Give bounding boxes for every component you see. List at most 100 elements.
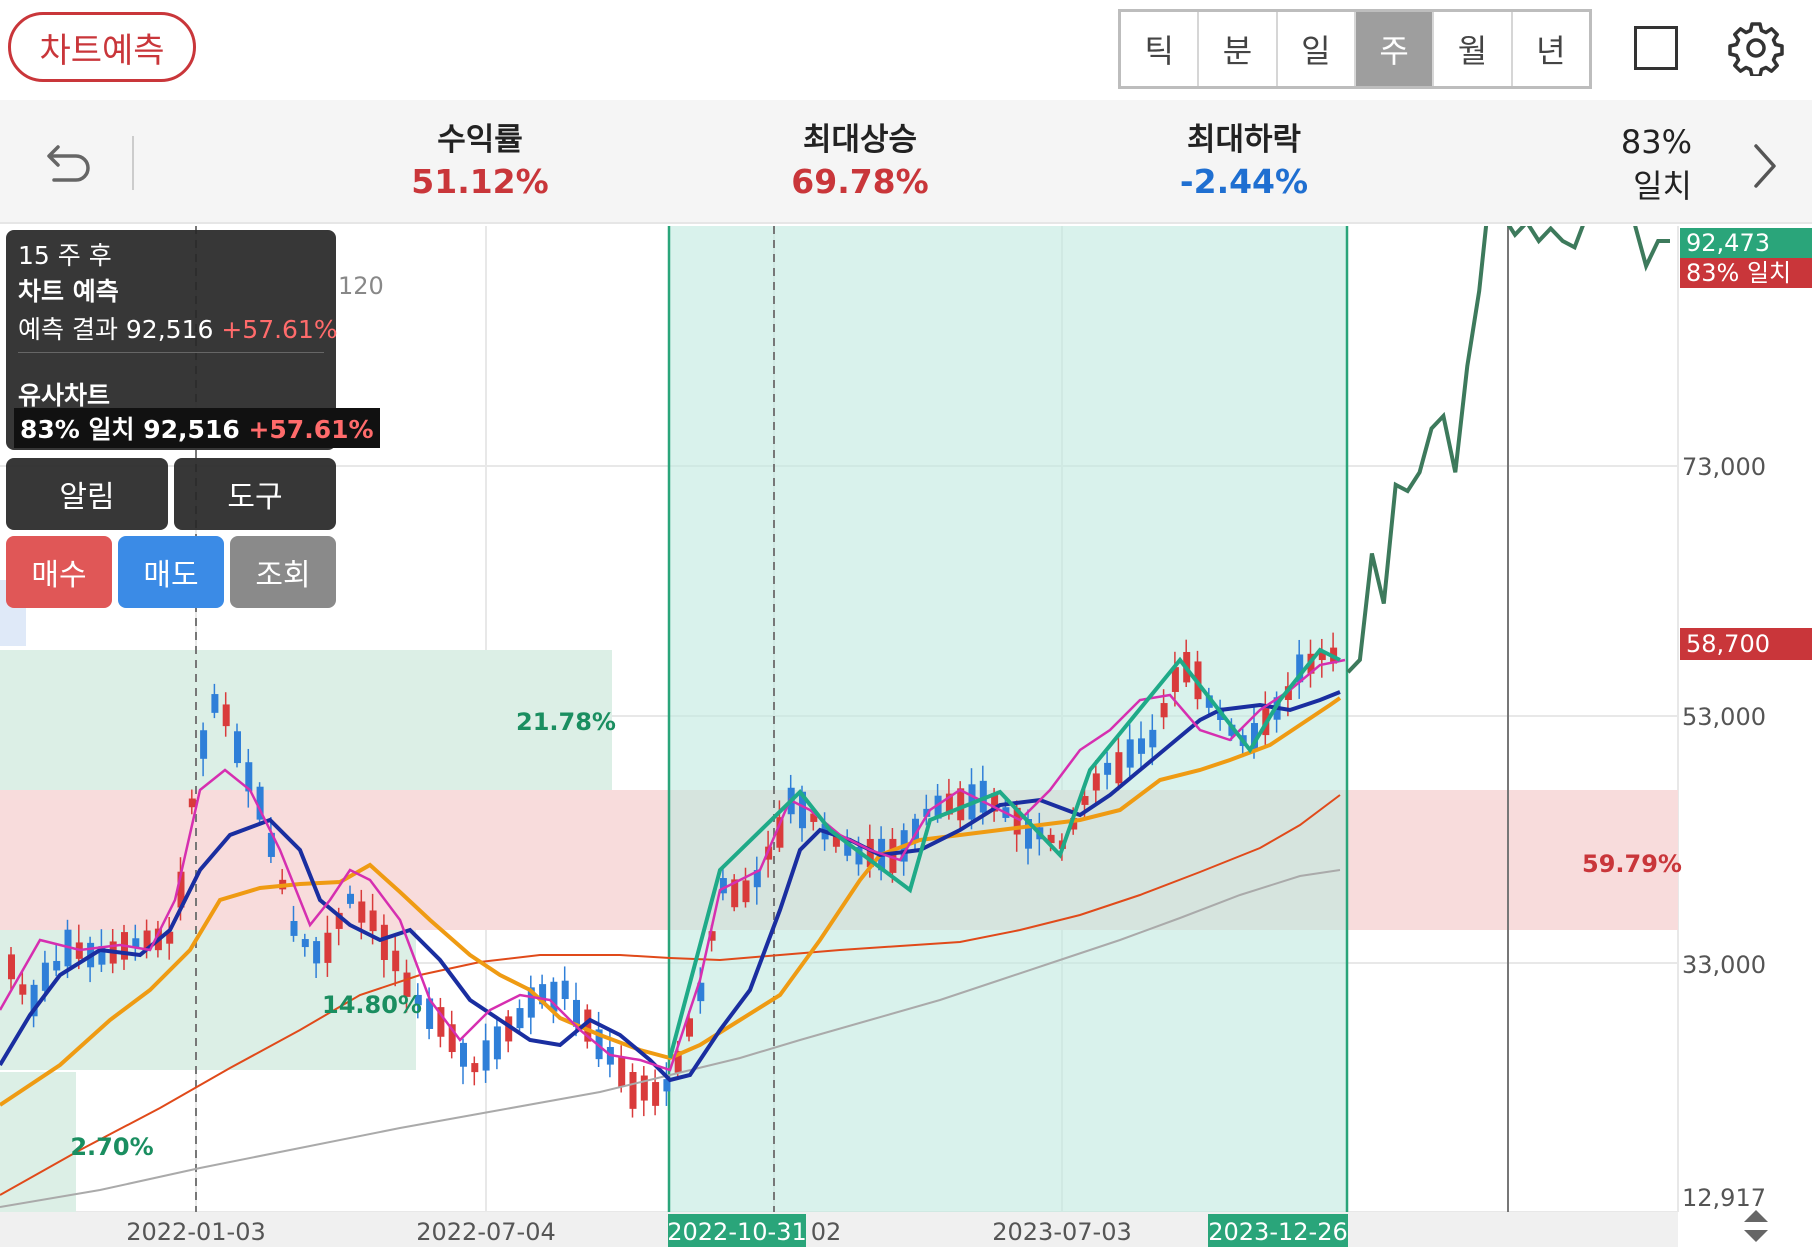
stats-bar [0,100,1812,224]
candle-body-71 [810,813,818,822]
scale-handle-icon[interactable] [1744,1210,1768,1242]
candle-body-45 [516,1008,524,1029]
candle-body-29 [335,912,343,929]
candle-body-54 [618,1057,626,1087]
alert-button[interactable]: 알림 [6,458,168,530]
candle-body-64 [731,879,739,908]
undo-icon[interactable] [38,138,94,194]
candle-body-113 [1284,686,1292,700]
candle-body-18 [211,694,219,713]
candle-body-65 [742,880,750,903]
chevron-right-icon[interactable] [1748,138,1782,194]
candle-body-20 [234,731,241,764]
y-tick-33000: 33,000 [1682,951,1766,979]
ma-20-line [0,696,1342,1107]
ma-legend: 120 [338,272,384,300]
match-summary: 83% 일치 [1600,120,1692,208]
candle-body-68 [776,817,784,848]
buy-button[interactable]: 매수 [6,536,112,608]
candle-body-87 [991,793,999,812]
panel-result-change: +57.61% [221,315,338,344]
panel-similar-change: +57.61% [248,415,374,444]
tab-day[interactable]: 일 [1278,12,1356,86]
gear-icon[interactable] [1728,20,1784,76]
candle-body-57 [652,1082,660,1106]
candle-body-114 [1296,654,1304,683]
x-tick-2022-01-03: 2022-01-03 [126,1218,265,1246]
square-icon[interactable] [1634,26,1678,70]
candle-body-59 [674,1051,682,1073]
candle-body-14 [166,931,174,944]
candle-body-22 [256,786,264,820]
candle-body-49 [561,980,569,1000]
x-axis-bg [0,1212,1678,1247]
stat-return: 수익률 51.12% [350,120,610,204]
stat-max-rise-label: 최대상승 [802,122,918,158]
candle-body-70 [799,791,806,829]
period-tabs: 틱 분 일 주 월 년 [1118,9,1592,89]
candle-body-63 [719,878,727,894]
candle-body-1 [19,984,27,995]
candle-body-21 [245,762,253,792]
candle-body-30 [347,893,354,904]
match-percent: 83% [1620,123,1692,161]
match-label: 일치 [1633,167,1692,205]
candle-body-73 [832,836,840,847]
candle-body-92 [1047,834,1055,844]
candle-body-98 [1115,752,1123,784]
candle-body-80 [912,818,919,841]
chart-predict-button[interactable]: 차트예측 [8,12,196,82]
candle-body-4 [53,960,61,971]
candle-body-28 [324,932,332,963]
tab-year[interactable]: 년 [1536,32,1566,70]
zone-label-2-70: 2.70% [70,1133,153,1161]
candle-body-27 [313,941,321,964]
tab-week[interactable]: 주 [1355,12,1435,86]
x-tick-2022-07-04: 2022-07-04 [416,1218,555,1246]
x-tag-end-bg [1208,1214,1348,1247]
candle-body-17 [200,730,208,759]
x-axis: 2022-01-03 2022-07-04 02 2023-07-03 [126,1218,1131,1246]
ma-60-line [0,794,1341,1196]
candle-body-32 [369,910,377,932]
candle-body-60 [686,1018,693,1037]
candle-body-15 [177,871,185,908]
y-tick-12917: 12,917 [1682,1184,1766,1212]
candle-body-74 [844,837,852,856]
candle-body-55 [629,1072,637,1109]
stat-max-rise-value: 69.78% [791,162,929,201]
candle-body-23 [267,832,275,857]
price-tag-current-bg [1680,628,1812,660]
candle-body-102 [1160,703,1168,718]
inquiry-button[interactable]: 조회 [230,536,336,608]
stat-max-drop: 최대하락 -2.44% [1114,120,1374,204]
candle-body-26 [301,939,309,948]
zone-label-14-80: 14.80% [322,991,422,1019]
candle-body-37 [426,998,434,1029]
candle-body-19 [222,704,230,727]
tools-button[interactable]: 도구 [174,458,336,530]
candle-body-16 [188,798,196,808]
forecast-line [1346,226,1670,674]
x-tag-end: 2023-12-26 [1208,1218,1347,1246]
candle-body-67 [765,846,773,860]
candle-body-78 [889,838,897,873]
price-chart[interactable]: 21.78% 14.80% 2.70% 59.79% 120 73,000 53… [0,226,1812,1247]
candle-body-52 [595,1029,603,1060]
candle-body-76 [866,838,874,868]
candle-body-8 [98,946,106,965]
panel-header: 15 주 후 [18,241,112,270]
candle-body-51 [584,1009,592,1042]
tab-minute[interactable]: 분 [1199,12,1278,86]
candle-body-33 [380,924,388,960]
stat-return-value: 51.12% [411,162,549,201]
candle-body-12 [143,930,151,949]
candle-body-75 [855,847,863,865]
zone-label-59-79: 59.79% [1582,850,1682,878]
x-tag-start: 2022-10-31 [667,1218,806,1246]
x-tag-start-bg [668,1214,806,1247]
tab-tick[interactable]: 틱 [1121,12,1200,86]
sell-button[interactable]: 매도 [118,536,224,608]
panel-section-similar: 유사차트 [18,381,111,410]
tab-month[interactable]: 월 [1434,12,1513,86]
